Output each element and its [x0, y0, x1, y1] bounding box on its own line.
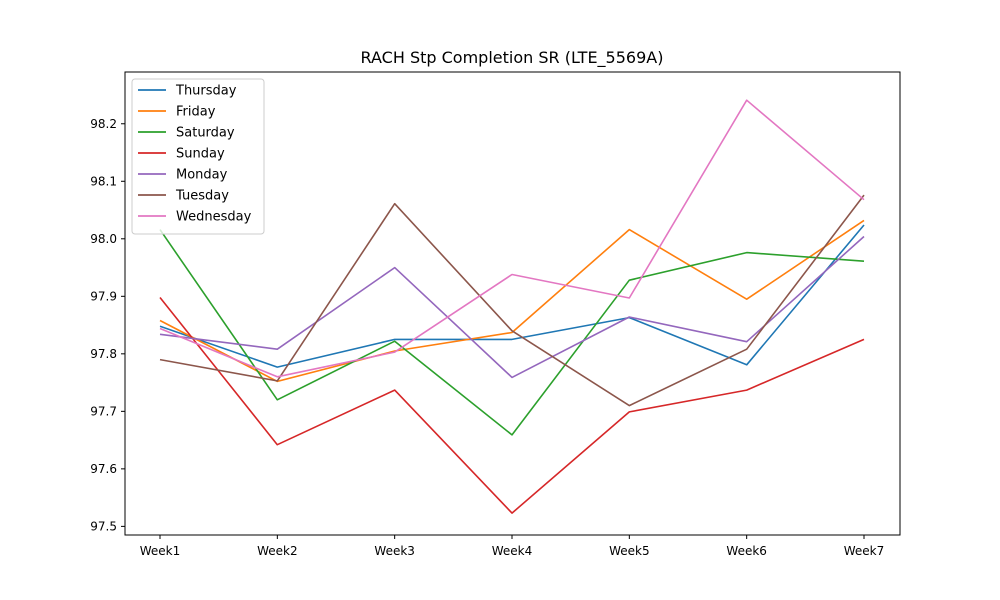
x-tick-label: Week3: [374, 544, 415, 558]
legend-label-friday: Friday: [176, 105, 216, 120]
series-line-tuesday: [159, 194, 865, 407]
y-axis: 97.5 97.6 97.7 97.8 97.9 98.0 98.1 98.2: [90, 117, 125, 533]
x-tick-label: Week6: [726, 544, 767, 558]
legend: Thursday Friday Saturday Sunday Monday Tuesda…: [131, 78, 265, 235]
x-tick-label: Week7: [844, 544, 885, 558]
series-line-monday: [159, 235, 865, 379]
x-tick-label: Week4: [492, 544, 533, 558]
y-tick-label: 98.2: [90, 117, 117, 131]
y-tick-label: 97.6: [90, 462, 117, 476]
y-tick-label: 97.5: [90, 519, 117, 533]
series-line-sunday: [159, 297, 865, 514]
series-line-saturday: [159, 229, 865, 436]
legend-label-wednesday: Wednesday: [176, 210, 252, 225]
legend-label-saturday: Saturday: [176, 126, 235, 141]
legend-label-monday: Monday: [176, 168, 228, 183]
series-layer: [159, 99, 865, 514]
y-tick-label: 97.7: [90, 404, 117, 418]
series-line-thursday: [159, 224, 865, 368]
series-line-wednesday: [159, 99, 865, 378]
chart-title: RACH Stp Completion SR (LTE_5569A): [361, 48, 664, 68]
legend-label-tuesday: Tuesday: [175, 189, 229, 204]
legend-label-thursday: Thursday: [175, 84, 237, 99]
y-tick-label: 98.1: [90, 174, 117, 188]
series-line-friday: [159, 219, 865, 383]
y-tick-label: 97.9: [90, 289, 117, 303]
y-tick-label: 97.8: [90, 347, 117, 361]
x-tick-label: Week1: [140, 544, 181, 558]
legend-label-sunday: Sunday: [176, 147, 225, 162]
x-tick-label: Week2: [257, 544, 298, 558]
y-tick-label: 98.0: [90, 232, 117, 246]
x-axis: Week1 Week2 Week3 Week4 Week5 Week6 Week7: [140, 535, 885, 558]
x-tick-label: Week5: [609, 544, 650, 558]
